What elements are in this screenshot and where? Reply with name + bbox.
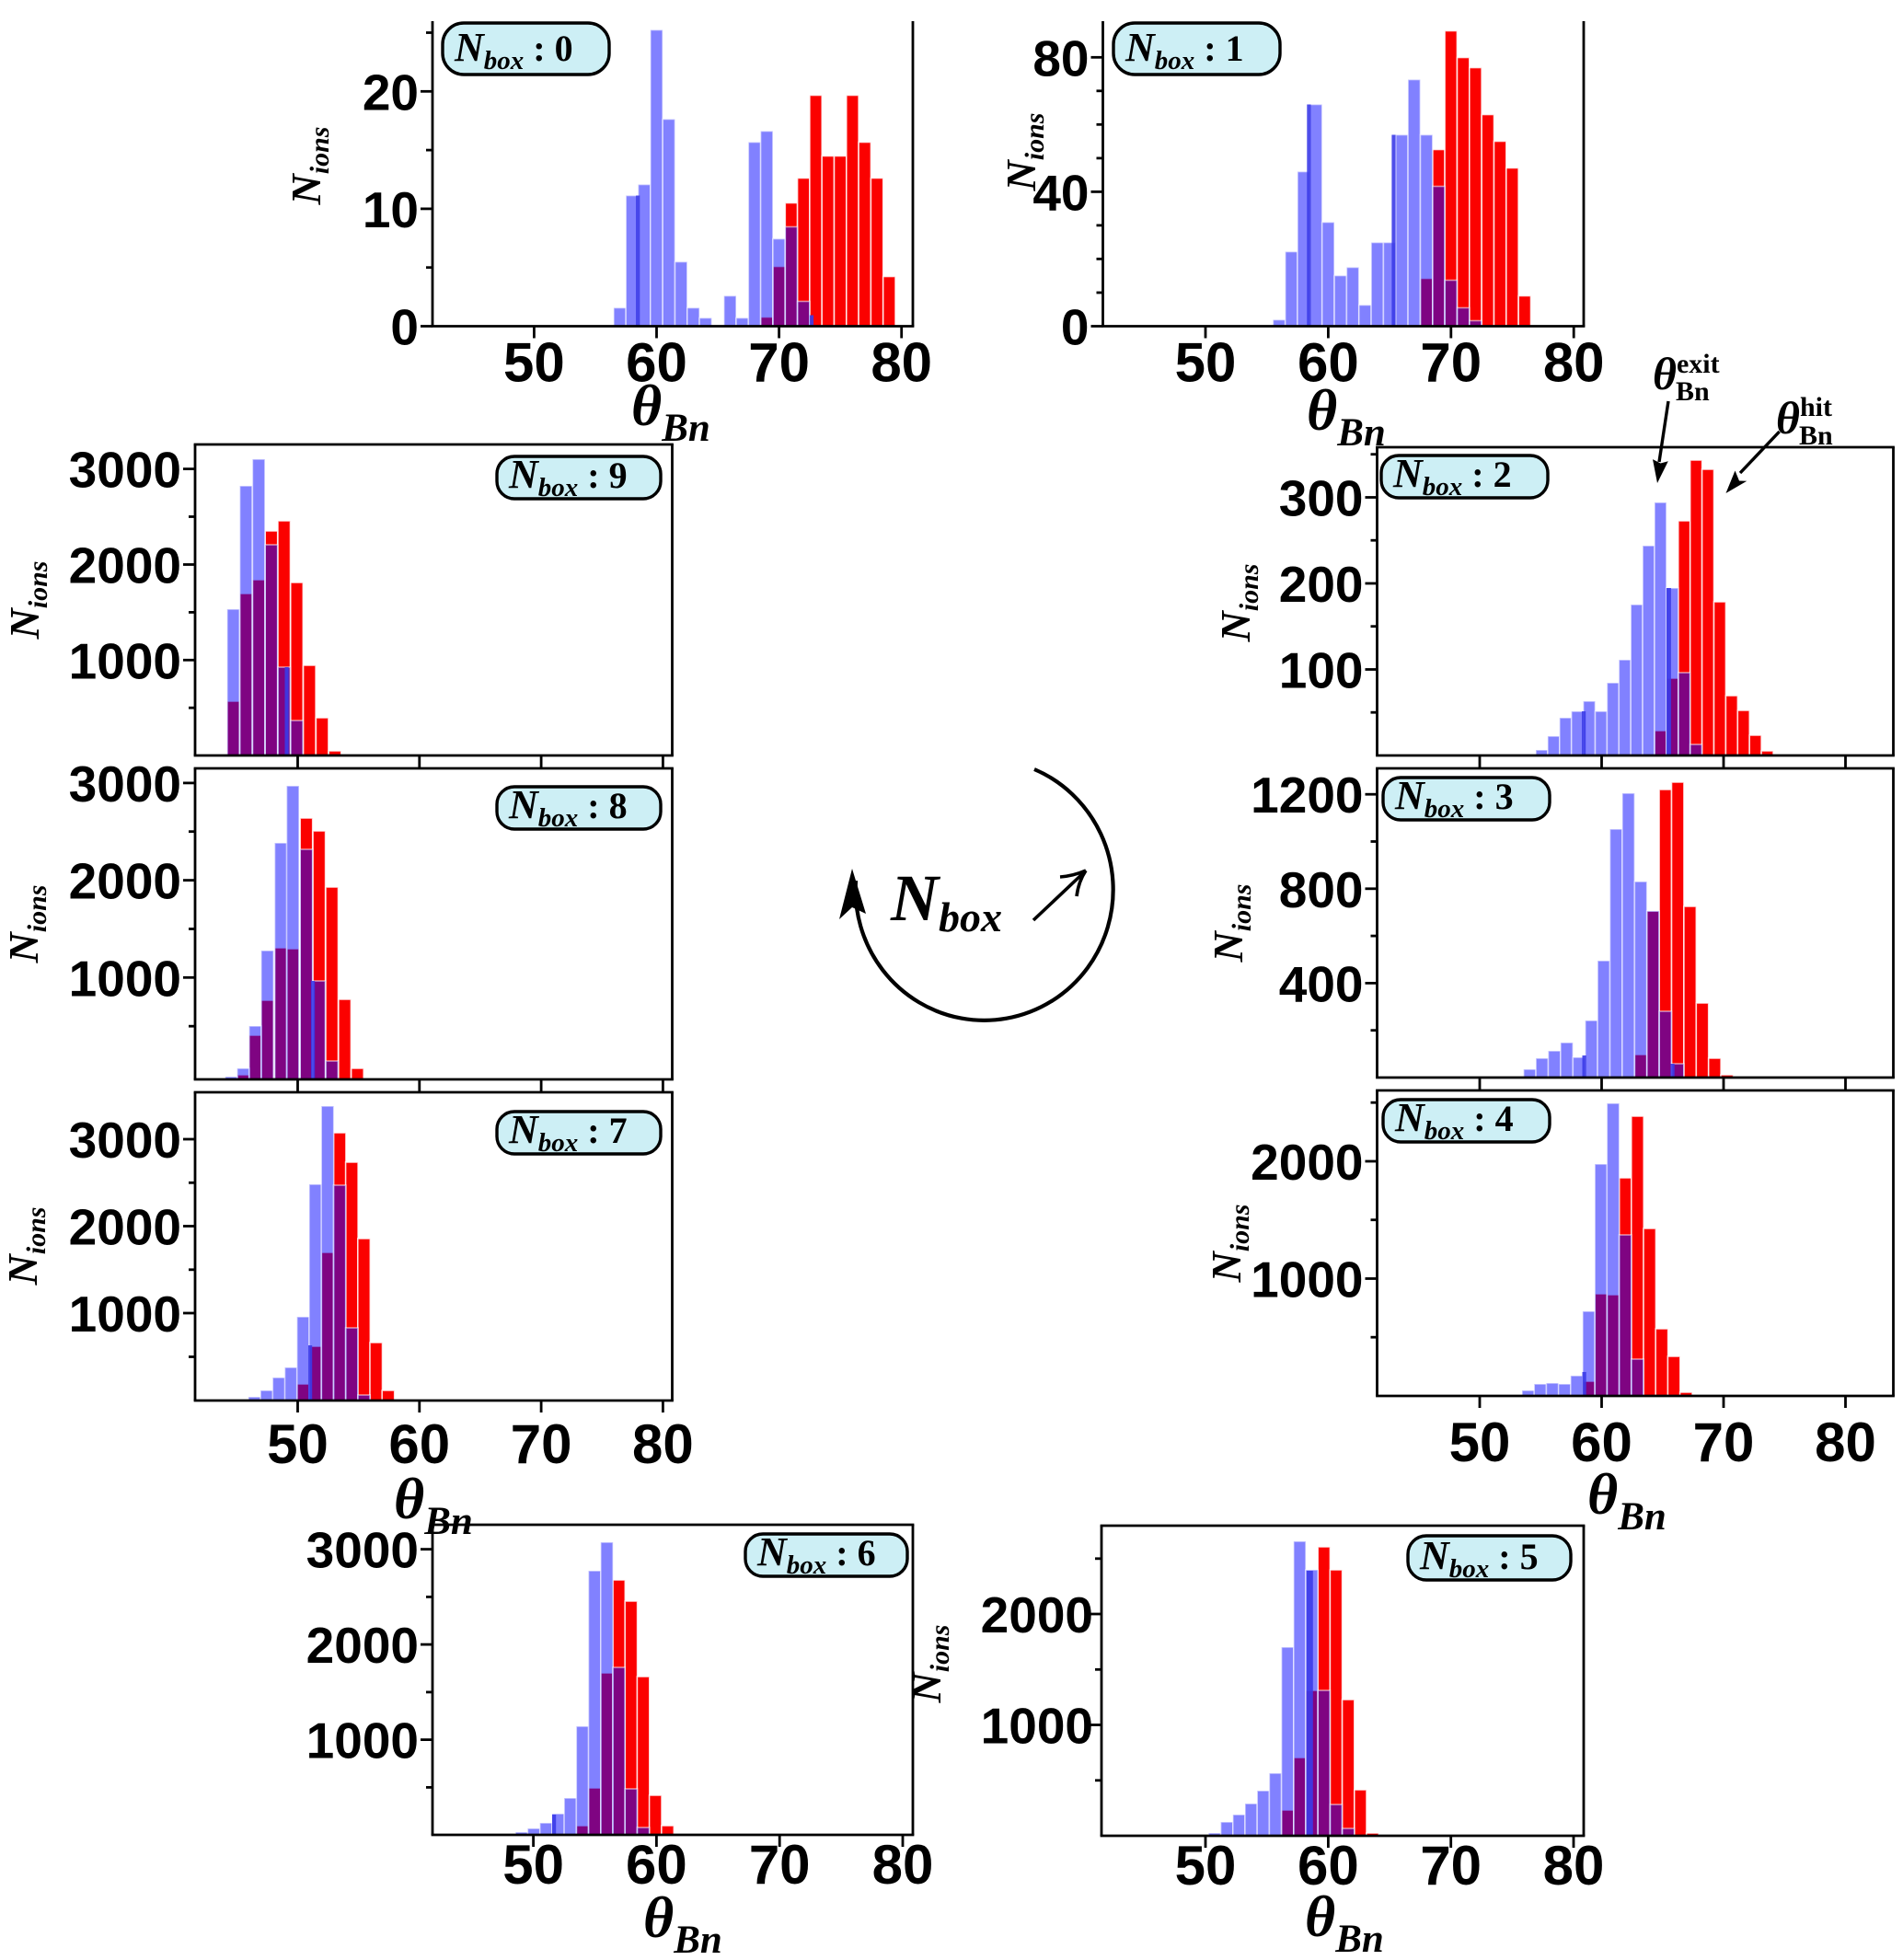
svg-text:80: 80 xyxy=(1543,1835,1605,1897)
svg-text:0: 0 xyxy=(1061,299,1090,356)
svg-text:100: 100 xyxy=(1279,642,1364,699)
svg-text:Nbox : 2: Nbox : 2 xyxy=(1392,451,1512,502)
svg-text:Nbox : 4: Nbox : 4 xyxy=(1394,1095,1514,1146)
svg-text:Nions: Nions xyxy=(1203,1205,1255,1284)
svg-text:1000: 1000 xyxy=(981,1698,1093,1755)
svg-text:80: 80 xyxy=(1543,332,1605,394)
svg-text:50: 50 xyxy=(502,1834,564,1896)
svg-text:Nbox : 1: Nbox : 1 xyxy=(1124,25,1244,75)
svg-text:2000: 2000 xyxy=(981,1586,1093,1643)
svg-text:2000: 2000 xyxy=(1251,1134,1363,1191)
svg-text:1200: 1200 xyxy=(1251,767,1363,824)
svg-text:Nbox : 5: Nbox : 5 xyxy=(1419,1533,1539,1584)
svg-text:Nbox : 6: Nbox : 6 xyxy=(756,1529,876,1580)
svg-text:Nions: Nions xyxy=(1,561,53,640)
svg-text:40: 40 xyxy=(1032,164,1089,221)
svg-text:θBn: θBn xyxy=(631,373,710,450)
svg-text:Bn: Bn xyxy=(1799,421,1833,451)
svg-text:70: 70 xyxy=(1693,1412,1755,1473)
svg-text:Nions: Nions xyxy=(283,127,335,206)
svg-text:80: 80 xyxy=(1815,1412,1876,1473)
svg-text:1000: 1000 xyxy=(69,950,181,1007)
svg-text:60: 60 xyxy=(1298,1835,1359,1897)
svg-text:200: 200 xyxy=(1279,556,1364,613)
svg-text:3000: 3000 xyxy=(306,1522,419,1579)
svg-text:1000: 1000 xyxy=(306,1712,419,1770)
svg-text:Bn: Bn xyxy=(1676,376,1710,407)
svg-text:Nbox : 8: Nbox : 8 xyxy=(508,782,628,833)
svg-text:Nions: Nions xyxy=(1205,884,1257,963)
svg-text:2000: 2000 xyxy=(69,1199,181,1256)
svg-text:70: 70 xyxy=(511,1413,572,1475)
svg-text:20: 20 xyxy=(363,63,419,121)
svg-text:80: 80 xyxy=(632,1413,694,1475)
svg-text:Nions: Nions xyxy=(903,1625,955,1704)
svg-text:70: 70 xyxy=(1420,1835,1482,1897)
svg-text:50: 50 xyxy=(1449,1412,1511,1473)
svg-text:2000: 2000 xyxy=(306,1617,419,1674)
svg-text:Nions: Nions xyxy=(1212,564,1264,643)
svg-text:60: 60 xyxy=(1298,332,1359,394)
svg-text:80: 80 xyxy=(871,332,932,394)
svg-text:1000: 1000 xyxy=(69,1286,181,1343)
svg-text:Nbox : 0: Nbox : 0 xyxy=(454,25,573,75)
svg-text:Nbox: Nbox xyxy=(890,861,1002,940)
svg-text:Nbox : 3: Nbox : 3 xyxy=(1394,773,1514,824)
svg-text:80: 80 xyxy=(872,1834,934,1896)
svg-text:θBn: θBn xyxy=(1587,1461,1667,1539)
svg-text:70: 70 xyxy=(1420,332,1482,394)
svg-text:60: 60 xyxy=(388,1413,450,1475)
svg-text:800: 800 xyxy=(1279,861,1364,918)
svg-text:70: 70 xyxy=(749,1834,811,1896)
svg-text:3000: 3000 xyxy=(69,755,181,813)
svg-text:0: 0 xyxy=(390,299,419,356)
svg-text:2000: 2000 xyxy=(69,853,181,910)
svg-text:Nbox : 9: Nbox : 9 xyxy=(508,452,628,502)
svg-text:50: 50 xyxy=(503,332,565,394)
svg-text:θBn: θBn xyxy=(1305,1884,1384,1960)
svg-text:50: 50 xyxy=(267,1413,329,1475)
svg-text:50: 50 xyxy=(1175,332,1237,394)
svg-text:1000: 1000 xyxy=(69,632,181,689)
svg-text:3000: 3000 xyxy=(69,1112,181,1169)
svg-text:3000: 3000 xyxy=(69,442,181,499)
svg-text:θexit: θexit xyxy=(1653,348,1720,399)
svg-text:60: 60 xyxy=(1571,1412,1632,1473)
svg-text:θBn: θBn xyxy=(643,1885,722,1960)
svg-text:Nions: Nions xyxy=(0,1207,52,1286)
svg-text:Nions: Nions xyxy=(0,885,52,964)
svg-text:1000: 1000 xyxy=(1251,1251,1363,1309)
svg-text:300: 300 xyxy=(1279,470,1364,527)
svg-text:2000: 2000 xyxy=(69,537,181,594)
svg-text:Nbox : 7: Nbox : 7 xyxy=(508,1107,628,1158)
svg-text:70: 70 xyxy=(748,332,810,394)
svg-text:80: 80 xyxy=(1032,29,1089,86)
svg-text:60: 60 xyxy=(626,332,687,394)
svg-text:50: 50 xyxy=(1175,1835,1237,1897)
svg-text:10: 10 xyxy=(363,181,419,238)
svg-text:Nions: Nions xyxy=(998,113,1050,192)
svg-text:60: 60 xyxy=(626,1834,687,1896)
svg-text:400: 400 xyxy=(1279,955,1364,1012)
svg-text:θhit: θhit xyxy=(1776,392,1832,444)
